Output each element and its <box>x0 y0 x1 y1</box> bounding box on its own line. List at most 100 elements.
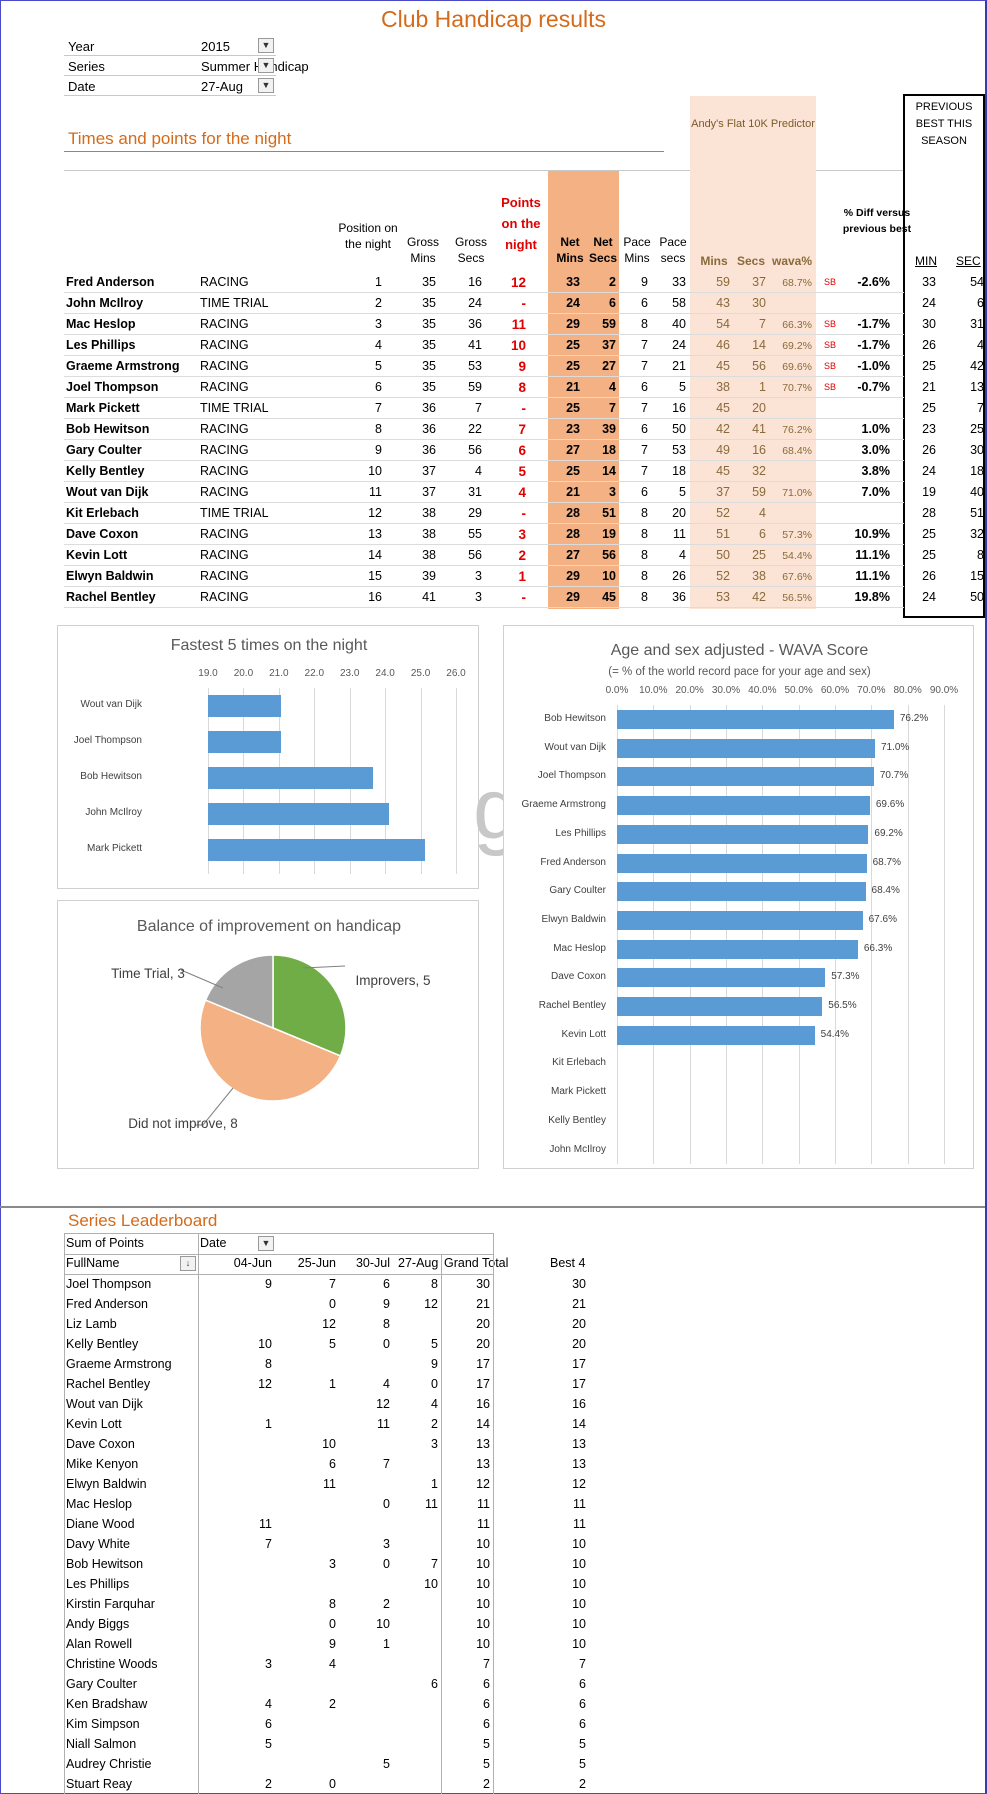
result-row[interactable]: John McIlroy TIME TRIAL 2 35 24 - 24 6 6 58 43 30 24… <box>64 293 984 314</box>
name-sort-icon[interactable]: ↓ <box>180 1256 196 1271</box>
cell-wava: 76.2% <box>782 424 812 436</box>
leaderboard-row[interactable]: Joel Thompson 9 7 6 8 30 30 <box>64 1275 604 1295</box>
result-row[interactable]: Kevin Lott RACING 14 38 56 2 27 56 8 4 50 25 54.4% 11… <box>64 545 984 566</box>
result-row[interactable]: Elwyn Baldwin RACING 15 39 3 1 29 10 8 26 52 38 67.6… <box>64 566 984 587</box>
result-row[interactable]: Rachel Bentley RACING 16 41 3 - 29 45 8 36 53 42 56.… <box>64 587 984 608</box>
runner-type: RACING <box>200 548 249 562</box>
leaderboard-best4: 17 <box>572 1377 586 1391</box>
pivot-date-header[interactable]: 30-Jul <box>355 1256 390 1270</box>
filter-value[interactable]: 2015 <box>201 39 230 54</box>
leaderboard-row[interactable]: Diane Wood 11 11 11 <box>64 1515 604 1535</box>
leaderboard-row[interactable]: Andy Biggs 0 10 10 10 <box>64 1615 604 1635</box>
leaderboard-row[interactable]: Kevin Lott 1 11 2 14 14 <box>64 1415 604 1435</box>
cell-nsec: 2 <box>609 275 616 289</box>
runner-name: Joel Thompson <box>66 380 159 394</box>
leaderboard-row[interactable]: Fred Anderson 0 9 12 21 21 <box>64 1295 604 1315</box>
cell-gsec: 16 <box>468 275 482 289</box>
leaderboard-row[interactable]: Niall Salmon 5 5 5 <box>64 1735 604 1755</box>
cell-pos: 2 <box>375 296 382 310</box>
header-prev-sec: SEC <box>956 254 981 268</box>
leaderboard-row[interactable]: Rachel Bentley 12 1 4 0 17 17 <box>64 1375 604 1395</box>
leaderboard-row[interactable]: Graeme Armstrong 8 9 17 17 <box>64 1355 604 1375</box>
leaderboard-points: 0 <box>329 1777 336 1791</box>
result-row[interactable]: Gary Coulter RACING 9 36 56 6 27 18 7 53 49 16 68.4%… <box>64 440 984 461</box>
leaderboard-points: 11 <box>377 1417 390 1431</box>
pivot-body-rule <box>64 1274 494 1275</box>
leaderboard-row[interactable]: Mac Heslop 0 11 11 11 <box>64 1495 604 1515</box>
wava-chart-plot: 0.0% 10.0% 20.0% 30.0% 40.0% 50.0% 60.0% 70.0% 8… <box>504 626 975 1170</box>
result-row[interactable]: Joel Thompson RACING 6 35 59 8 21 4 6 5 38 1 70.7% -0… <box>64 377 984 398</box>
result-row[interactable]: Mark Pickett TIME TRIAL 7 36 7 - 25 7 7 16 45 20 25 7 <box>64 398 984 419</box>
cell-psec: 5 <box>679 485 686 499</box>
result-row[interactable]: Les Phillips RACING 4 35 41 10 25 37 7 24 46 14 69.2… <box>64 335 984 356</box>
cell-gsec: 56 <box>468 548 482 562</box>
result-row[interactable]: Mac Heslop RACING 3 35 36 11 29 59 8 40 54 7 66.3% -1… <box>64 314 984 335</box>
pivot-date-header[interactable]: 27-Aug <box>398 1256 439 1270</box>
leaderboard-row[interactable]: Audrey Christie 5 5 5 <box>64 1755 604 1775</box>
category-label: Mark Pickett <box>550 1086 606 1098</box>
leaderboard-row[interactable]: Les Phillips 10 10 10 <box>64 1575 604 1595</box>
leaderboard-row[interactable]: Kelly Bentley 10 5 0 5 20 20 <box>64 1335 604 1355</box>
bar-joel-thompson <box>208 731 282 753</box>
leaderboard-name: Kevin Lott <box>66 1417 122 1431</box>
leaderboard-row[interactable]: Gary Coulter 6 6 6 <box>64 1675 604 1695</box>
leaderboard-row[interactable]: Ken Bradshaw 4 2 6 6 <box>64 1695 604 1715</box>
leaderboard-points: 8 <box>329 1597 336 1611</box>
leaderboard-row[interactable]: Kim Simpson 6 6 6 <box>64 1715 604 1735</box>
leaderboard-row[interactable]: Alan Rowell 9 1 10 10 <box>64 1635 604 1655</box>
pivot-date-header[interactable]: 25-Jun <box>297 1256 336 1270</box>
date-filter-icon[interactable]: ▼ <box>258 1236 274 1251</box>
x-tick-label: 19.0 <box>198 668 218 679</box>
gridline <box>689 705 691 1165</box>
cell-gmin: 36 <box>422 401 436 415</box>
result-row[interactable]: Graeme Armstrong RACING 5 35 53 9 25 27 7 21 45 56 6… <box>64 356 984 377</box>
leaderboard-points: 8 <box>383 1317 390 1331</box>
filter-value[interactable]: Summer Handicap <box>201 59 309 74</box>
leaderboard-points: 6 <box>383 1277 390 1291</box>
leaderboard-total: 10 <box>476 1597 490 1611</box>
result-row[interactable]: Bob Hewitson RACING 8 36 22 7 23 39 6 50 42 41 76.2%… <box>64 419 984 440</box>
data-label: 56.5% <box>828 1000 857 1011</box>
leaderboard-row[interactable]: Bob Hewitson 3 0 7 10 10 <box>64 1555 604 1575</box>
leaderboard-row[interactable]: Elwyn Baldwin 11 1 12 12 <box>64 1475 604 1495</box>
wava-chart-title: Age and sex adjusted - WAVA Score <box>610 642 869 659</box>
result-row[interactable]: Dave Coxon RACING 13 38 55 3 28 19 8 11 51 6 57.3% 10… <box>64 524 984 545</box>
cell-gsec: 31 <box>468 485 482 499</box>
leaderboard-name: Graeme Armstrong <box>66 1357 172 1371</box>
filter-value[interactable]: 27-Aug <box>201 79 243 94</box>
leaderboard-total: 13 <box>476 1457 490 1471</box>
result-row[interactable]: Kelly Bentley RACING 10 37 4 5 25 14 7 18 45 32 3.8%… <box>64 461 984 482</box>
leaderboard-row[interactable]: Wout van Dijk 12 4 16 16 <box>64 1395 604 1415</box>
cell-gsec: 7 <box>475 401 482 415</box>
leaderboard-row[interactable]: Christine Woods 3 4 7 7 <box>64 1655 604 1675</box>
previous-best-box <box>903 94 985 618</box>
leaderboard-points: 0 <box>383 1337 390 1351</box>
leaderboard-row[interactable]: Mike Kenyon 6 7 13 13 <box>64 1455 604 1475</box>
leaderboard-points: 5 <box>431 1337 438 1351</box>
leaderboard-row[interactable]: Davy White 7 3 10 10 <box>64 1535 604 1555</box>
leaderboard-row[interactable]: Liz Lamb 12 8 20 20 <box>64 1315 604 1335</box>
runner-name: Kelly Bentley <box>66 464 145 478</box>
result-row[interactable]: Kit Erlebach TIME TRIAL 12 38 29 - 28 51 8 20 52 4 2… <box>64 503 984 524</box>
cell-pmin: 8 <box>641 506 648 520</box>
leaderboard-row[interactable]: Stuart Reay 2 0 2 2 <box>64 1775 604 1794</box>
cell-bsec: 25 <box>970 422 984 436</box>
filter-dropdown-icon[interactable]: ▼ <box>258 38 274 53</box>
leaderboard-total: 6 <box>483 1697 490 1711</box>
gridline <box>798 705 800 1165</box>
category-label: Wout van Dijk <box>544 741 606 753</box>
cell-pts: 3 <box>518 527 526 542</box>
result-row[interactable]: Wout van Dijk RACING 11 37 31 4 21 3 6 5 37 59 71.0%… <box>64 482 984 503</box>
x-tick-label: 90.0% <box>929 685 959 696</box>
filter-dropdown-icon[interactable]: ▼ <box>258 78 274 93</box>
result-row[interactable]: Fred Anderson RACING 1 35 16 12 33 2 9 33 59 37 68.7… <box>64 272 984 293</box>
leaderboard-points: 0 <box>329 1617 336 1631</box>
pivot-date-header[interactable]: 04-Jun <box>233 1256 272 1270</box>
filter-dropdown-icon[interactable]: ▼ <box>258 58 274 73</box>
cell-prmin: 51 <box>716 527 730 541</box>
leaderboard-row[interactable]: Dave Coxon 10 3 13 13 <box>64 1435 604 1455</box>
leaderboard-name: Bob Hewitson <box>66 1557 144 1571</box>
leaderboard-points: 5 <box>329 1337 336 1351</box>
leaderboard-row[interactable]: Kirstin Farquhar 8 2 10 10 <box>64 1595 604 1615</box>
cell-prmin: 49 <box>716 443 730 457</box>
